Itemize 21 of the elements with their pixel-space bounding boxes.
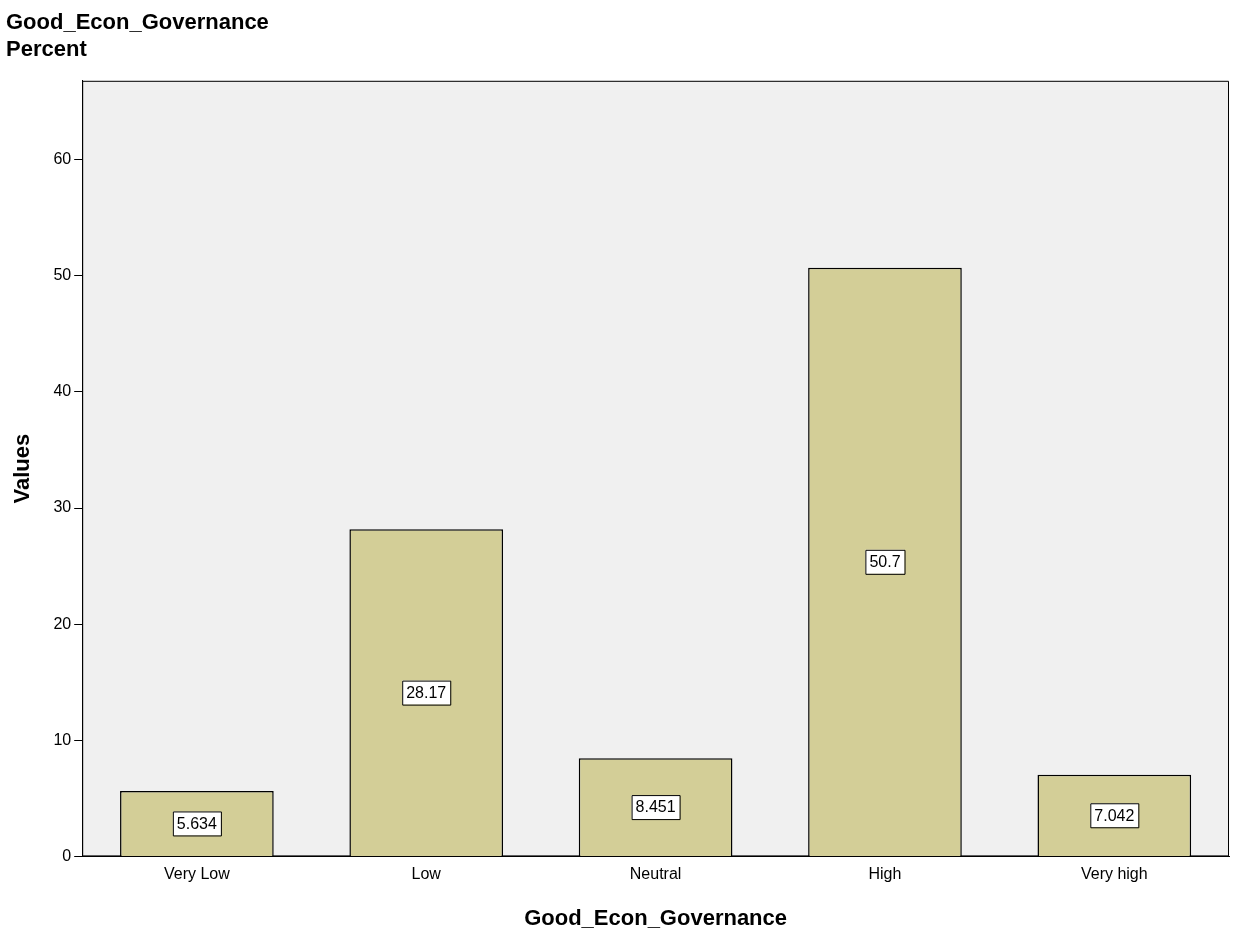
y-tick-label: 40 xyxy=(53,382,72,400)
y-tick-label: 10 xyxy=(53,730,72,748)
x-tick-label: Very Low xyxy=(163,865,231,883)
y-tick-label: 20 xyxy=(53,614,72,632)
data-label: 7.042 xyxy=(1094,806,1135,824)
x-axis-title: Good_Econ_Governance xyxy=(524,904,788,930)
y-axis-title: Values xyxy=(9,433,35,504)
x-tick-label: Neutral xyxy=(629,865,682,883)
data-label: 5.634 xyxy=(176,814,217,832)
data-label: 28.17 xyxy=(406,684,447,702)
chart-title: Good_Econ_Governance xyxy=(6,9,269,35)
chart-subtitle: Percent xyxy=(6,35,88,61)
y-tick-label: 0 xyxy=(62,846,72,864)
y-tick-label: 60 xyxy=(53,150,72,168)
y-tick-label: 50 xyxy=(53,266,72,284)
x-tick-label: Low xyxy=(411,865,442,883)
y-tick-label: 30 xyxy=(53,498,72,516)
data-label: 8.451 xyxy=(635,798,676,816)
x-tick-label: High xyxy=(868,865,902,883)
data-label: 50.7 xyxy=(869,553,901,571)
x-tick-label: Very high xyxy=(1080,865,1148,883)
